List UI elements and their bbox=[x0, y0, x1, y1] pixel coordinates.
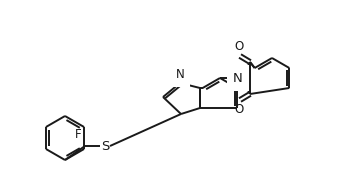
Text: O: O bbox=[234, 103, 244, 116]
Text: F: F bbox=[74, 128, 81, 141]
Text: N: N bbox=[233, 72, 243, 84]
Text: O: O bbox=[234, 40, 244, 53]
Text: S: S bbox=[101, 140, 109, 152]
Text: N: N bbox=[176, 68, 184, 81]
